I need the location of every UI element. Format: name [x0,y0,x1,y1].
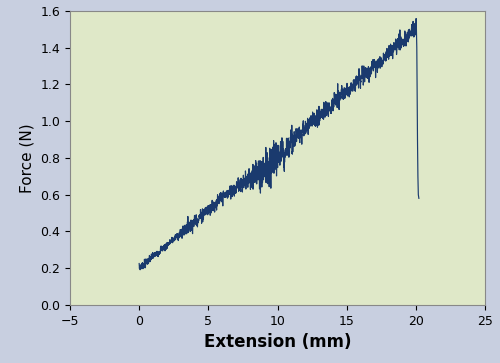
Y-axis label: Force (N): Force (N) [20,123,34,193]
X-axis label: Extension (mm): Extension (mm) [204,333,351,351]
